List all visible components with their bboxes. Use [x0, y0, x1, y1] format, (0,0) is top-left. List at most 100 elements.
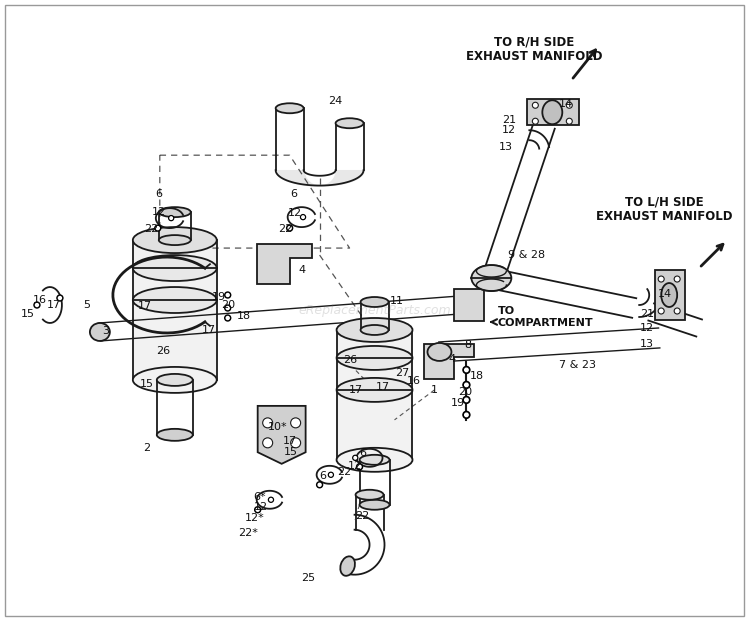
Circle shape: [465, 383, 468, 387]
Circle shape: [465, 398, 468, 402]
Text: 22: 22: [338, 467, 352, 477]
Ellipse shape: [335, 118, 364, 128]
Circle shape: [256, 508, 259, 511]
Text: 7 & 23: 7 & 23: [559, 360, 596, 370]
Circle shape: [316, 482, 322, 487]
Circle shape: [170, 217, 172, 219]
Circle shape: [226, 317, 230, 319]
Circle shape: [262, 418, 273, 428]
Circle shape: [225, 305, 231, 311]
Text: 26: 26: [344, 355, 358, 365]
Text: 14: 14: [560, 99, 573, 109]
Text: 17: 17: [138, 301, 152, 311]
Circle shape: [352, 455, 358, 460]
Text: 12: 12: [503, 125, 517, 135]
Polygon shape: [656, 270, 686, 320]
Circle shape: [288, 227, 291, 230]
Circle shape: [268, 497, 274, 502]
Bar: [337, 330, 412, 460]
Text: 21: 21: [503, 116, 517, 125]
Text: 13: 13: [499, 142, 512, 152]
Circle shape: [225, 292, 231, 298]
Circle shape: [674, 308, 680, 314]
Text: 1: 1: [431, 385, 438, 395]
Text: 16: 16: [406, 376, 421, 386]
Text: 4: 4: [449, 354, 456, 364]
Circle shape: [463, 396, 470, 404]
Text: 21: 21: [640, 309, 654, 319]
Polygon shape: [424, 345, 475, 379]
Circle shape: [463, 381, 470, 388]
Text: 12: 12: [152, 207, 166, 217]
Ellipse shape: [361, 325, 388, 335]
Circle shape: [154, 225, 160, 231]
Text: 24: 24: [328, 96, 343, 106]
Text: 17: 17: [376, 382, 389, 392]
Text: 17: 17: [283, 436, 297, 446]
Text: 19: 19: [450, 398, 464, 408]
Text: 25: 25: [302, 573, 316, 582]
Circle shape: [226, 307, 230, 309]
Circle shape: [674, 276, 680, 282]
Text: 20: 20: [458, 387, 472, 397]
Text: 22*: 22*: [238, 528, 258, 538]
Ellipse shape: [133, 255, 217, 281]
Circle shape: [658, 276, 664, 282]
Text: 6: 6: [290, 189, 297, 199]
Ellipse shape: [159, 235, 190, 245]
Circle shape: [35, 304, 38, 307]
Ellipse shape: [337, 346, 412, 370]
Ellipse shape: [157, 374, 193, 386]
Text: 12*: 12*: [244, 513, 265, 523]
Circle shape: [226, 294, 230, 296]
Circle shape: [463, 411, 470, 419]
Text: 3: 3: [102, 326, 110, 336]
Ellipse shape: [542, 100, 562, 124]
Text: 15: 15: [284, 447, 298, 457]
Circle shape: [532, 102, 538, 108]
Circle shape: [225, 315, 231, 321]
Text: TO R/H SIDE
EXHAUST MANIFOLD: TO R/H SIDE EXHAUST MANIFOLD: [466, 35, 602, 63]
Text: TO L/H SIDE
EXHAUST MANIFOLD: TO L/H SIDE EXHAUST MANIFOLD: [596, 195, 733, 223]
Ellipse shape: [662, 283, 677, 307]
Circle shape: [566, 118, 572, 124]
Text: 27: 27: [395, 368, 410, 378]
Ellipse shape: [427, 343, 451, 361]
Text: 4: 4: [298, 265, 305, 275]
Ellipse shape: [337, 448, 412, 472]
Ellipse shape: [337, 318, 412, 342]
Ellipse shape: [340, 556, 355, 576]
Circle shape: [156, 227, 159, 230]
Circle shape: [566, 102, 572, 108]
Text: 18: 18: [237, 311, 250, 321]
Text: 18: 18: [470, 371, 484, 381]
Circle shape: [291, 418, 301, 428]
Text: 17: 17: [349, 385, 362, 395]
Text: 22: 22: [356, 510, 370, 521]
Text: 16: 16: [33, 295, 47, 305]
Text: 12: 12: [347, 461, 362, 471]
Ellipse shape: [337, 378, 412, 402]
Text: 20: 20: [220, 300, 235, 310]
Circle shape: [330, 474, 332, 476]
Circle shape: [255, 507, 261, 513]
Text: 6: 6: [155, 189, 162, 199]
Polygon shape: [257, 244, 312, 284]
Text: 12: 12: [287, 208, 302, 218]
Circle shape: [465, 413, 468, 417]
Text: 22: 22: [144, 224, 158, 234]
Circle shape: [358, 465, 361, 468]
Text: 19: 19: [211, 292, 226, 302]
Ellipse shape: [359, 500, 389, 510]
Text: 26: 26: [156, 346, 170, 356]
Circle shape: [465, 368, 468, 372]
Ellipse shape: [133, 367, 217, 393]
Ellipse shape: [159, 207, 190, 217]
Circle shape: [270, 499, 272, 501]
Text: 15: 15: [140, 379, 154, 389]
Circle shape: [356, 464, 362, 470]
Bar: [454, 289, 484, 321]
Text: 17: 17: [46, 300, 61, 310]
Text: 13: 13: [640, 339, 654, 349]
Circle shape: [57, 295, 63, 301]
